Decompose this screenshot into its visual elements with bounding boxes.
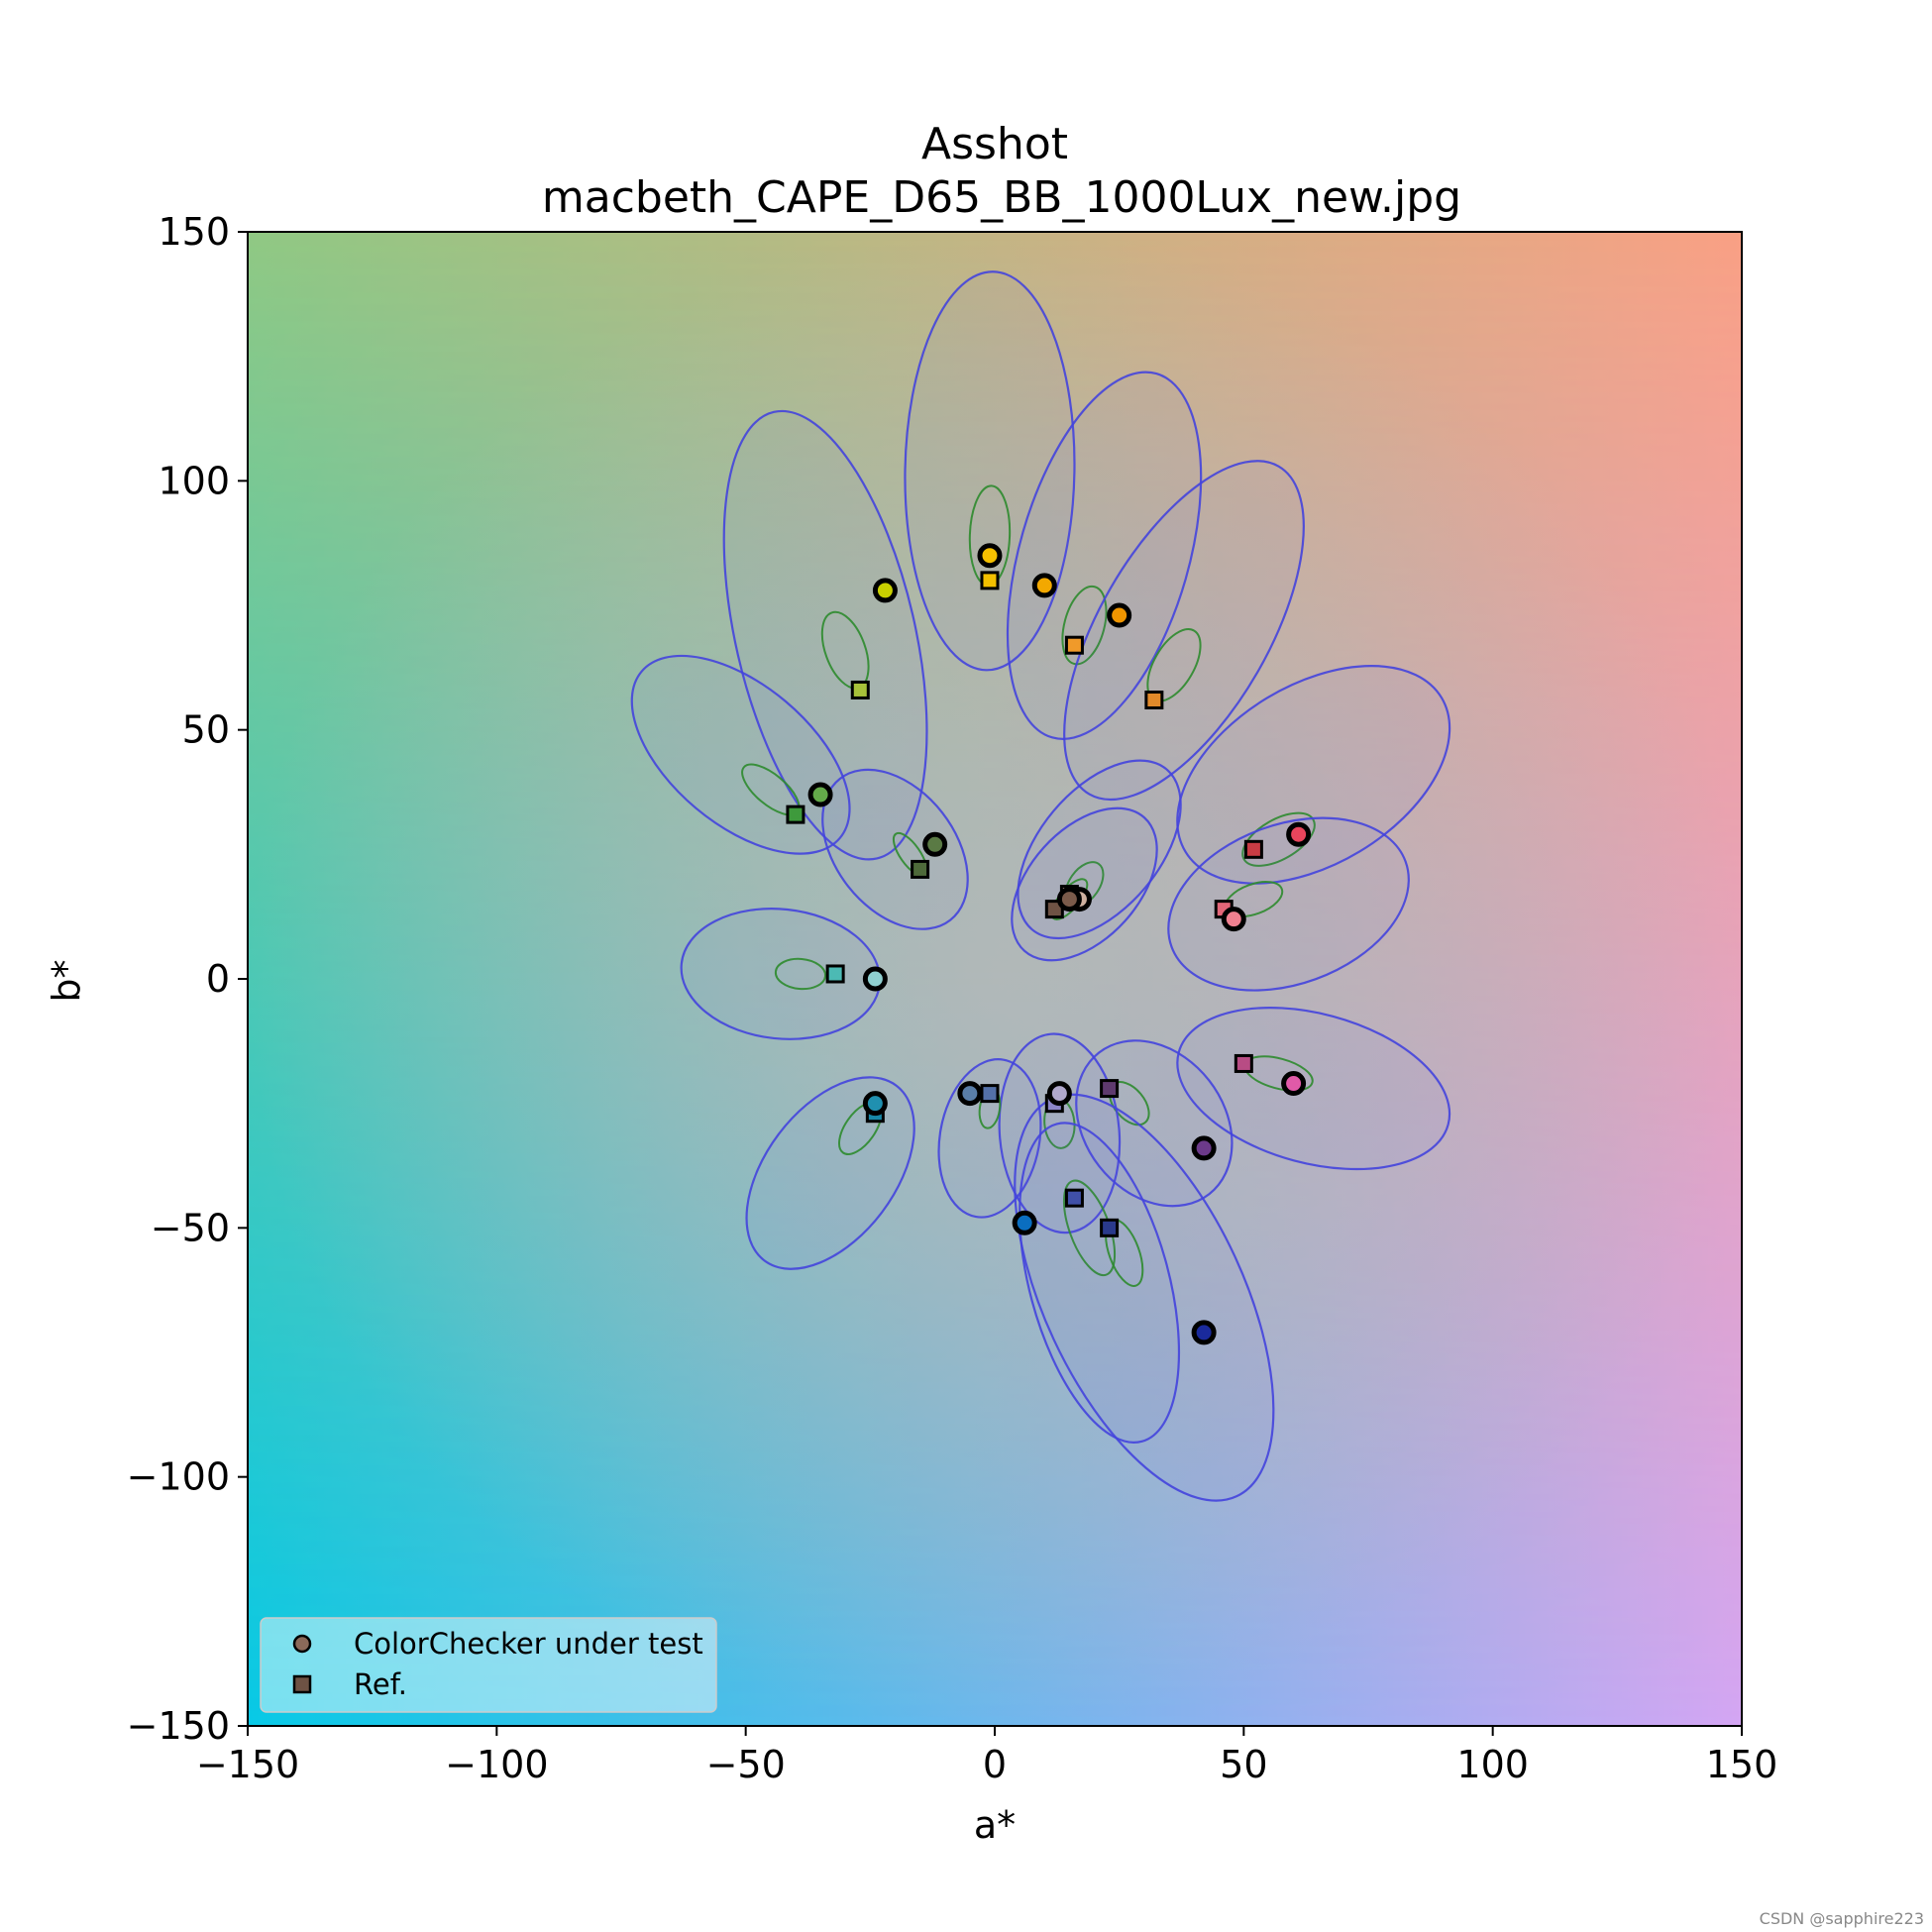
- x-tick-label: −150: [196, 1743, 299, 1786]
- tolerance-ellipse: [745, 1076, 915, 1270]
- ref-marker: [1243, 839, 1263, 859]
- y-tick-label: −50: [151, 1206, 230, 1249]
- x-axis: −150 −100 −50 0 50 100 150: [196, 1726, 1777, 1786]
- tolerance-ellipse: [630, 654, 851, 855]
- legend-label-test: ColorChecker under test: [354, 1627, 703, 1661]
- test-marker: [1281, 1071, 1307, 1097]
- test-marker: [807, 782, 833, 807]
- y-tick-label: 150: [158, 210, 230, 254]
- legend: ColorChecker under test Ref.: [260, 1617, 717, 1713]
- tolerance-ellipse: [1176, 665, 1451, 885]
- y-axis: −150 −100 −50 0 50 100 150: [127, 210, 248, 1748]
- test-marker: [1191, 1135, 1217, 1161]
- legend-label-ref: Ref.: [354, 1667, 407, 1701]
- legend-marker-test: [292, 1634, 312, 1654]
- ref-marker: [1064, 635, 1084, 655]
- ref-marker: [1144, 691, 1164, 710]
- noise-ellipse: [1061, 585, 1108, 666]
- x-tick-label: 50: [1220, 1743, 1267, 1786]
- ref-marker: [786, 805, 805, 824]
- test-marker: [862, 966, 888, 992]
- x-tick-label: −50: [706, 1743, 786, 1786]
- test-marker: [922, 831, 948, 857]
- x-tick-label: 0: [983, 1743, 1007, 1786]
- chart-title: Asshot: [921, 119, 1068, 169]
- test-marker: [1056, 887, 1082, 912]
- markers-layer: [786, 543, 1312, 1345]
- x-tick-label: 150: [1706, 1743, 1778, 1786]
- ref-marker: [825, 964, 845, 984]
- test-marker: [872, 578, 898, 603]
- tolerance-ellipse: [1006, 371, 1203, 740]
- y-tick-label: 100: [158, 459, 230, 502]
- tolerance-ellipse: [904, 270, 1076, 672]
- ref-marker: [1064, 1188, 1084, 1208]
- plot-background: [248, 232, 1742, 1726]
- test-marker: [957, 1081, 983, 1107]
- tolerance-ellipse: [1011, 806, 1158, 962]
- chart-subtitle: macbeth_CAPE_D65_BB_1000Lux_new.jpg: [542, 172, 1461, 223]
- test-marker: [1286, 821, 1312, 847]
- ref-marker: [911, 859, 930, 879]
- tolerance-ellipse: [998, 1032, 1122, 1234]
- test-marker: [862, 1091, 888, 1117]
- test-marker: [1046, 1081, 1072, 1107]
- ref-marker: [1100, 1079, 1120, 1099]
- x-tick-label: −100: [445, 1743, 548, 1786]
- noise-ellipse: [774, 957, 827, 991]
- tolerance-ellipse: [1019, 1122, 1181, 1444]
- y-axis-label: b*: [45, 959, 88, 1002]
- ref-marker: [1234, 1053, 1253, 1073]
- tolerance-ellipse: [1167, 816, 1410, 992]
- legend-box: [260, 1617, 717, 1713]
- x-axis-label: a*: [974, 1803, 1016, 1847]
- test-marker: [1107, 602, 1132, 628]
- ref-marker: [980, 1084, 1000, 1104]
- tolerance-ellipse: [722, 409, 928, 861]
- y-tick-label: −150: [127, 1704, 230, 1748]
- test-marker: [1031, 573, 1057, 598]
- x-tick-label: 100: [1456, 1743, 1529, 1786]
- ref-marker: [980, 571, 1000, 590]
- test-marker: [1221, 907, 1246, 932]
- y-tick-label: 0: [206, 957, 230, 1001]
- y-tick-label: 50: [182, 708, 230, 752]
- test-marker: [1191, 1320, 1217, 1345]
- noise-ellipse: [1241, 811, 1316, 867]
- ref-marker: [850, 680, 870, 699]
- test-marker: [977, 543, 1003, 569]
- watermark: CSDN @sapphire223: [1759, 1909, 1924, 1928]
- y-tick-label: −100: [127, 1455, 230, 1499]
- legend-marker-ref: [292, 1674, 312, 1694]
- test-marker: [1012, 1210, 1037, 1235]
- ref-marker: [1100, 1218, 1120, 1237]
